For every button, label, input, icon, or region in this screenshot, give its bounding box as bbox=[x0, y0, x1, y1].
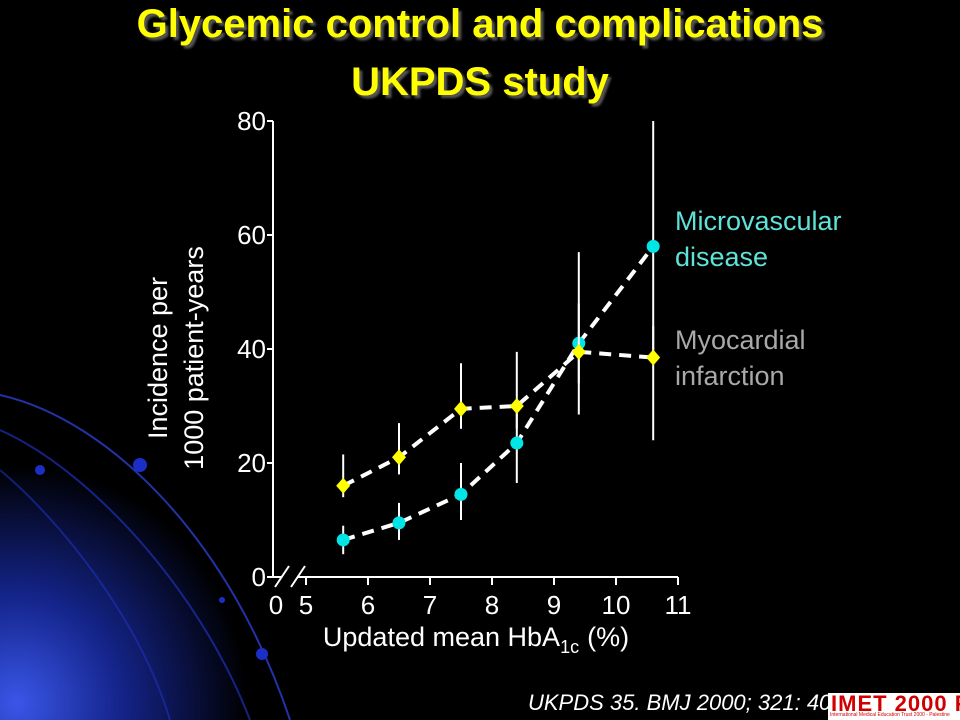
x-tick-label: 9 bbox=[547, 590, 561, 620]
series-myocardial-infarction bbox=[336, 303, 661, 498]
point-myocardial-infarction bbox=[454, 400, 468, 417]
legend-mi-line2: infarction bbox=[675, 361, 785, 391]
y-tick-label: 40 bbox=[237, 334, 266, 364]
point-myocardial-infarction bbox=[336, 477, 351, 494]
x-axis-label: Updated mean HbA1c (%) bbox=[323, 622, 629, 657]
x-tick-label: 8 bbox=[485, 590, 499, 620]
x-tick-label: 10 bbox=[602, 590, 631, 620]
x-tick-label: 6 bbox=[361, 590, 375, 620]
point-microvascular bbox=[646, 239, 660, 253]
y-tick-label: 60 bbox=[237, 220, 266, 250]
legend-myocardial-infarction: Myocardial infarction bbox=[675, 322, 875, 394]
x-tick-label: 11 bbox=[665, 590, 692, 620]
axis-break-mark-2 bbox=[290, 565, 306, 588]
legend-microvascular: Microvascular disease bbox=[675, 203, 895, 275]
point-microvascular bbox=[392, 516, 406, 530]
y-tick-label: 20 bbox=[237, 448, 266, 478]
x-tick-label: 0 bbox=[269, 590, 283, 620]
imet-logo: IMET 2000 Pal International Medical Educ… bbox=[828, 693, 960, 720]
series-microvascular bbox=[336, 121, 660, 555]
page-title-line1: Glycemic control and complications bbox=[136, 2, 824, 46]
x-axis-label-unit: (%) bbox=[587, 622, 629, 652]
point-microvascular bbox=[336, 533, 350, 547]
point-microvascular bbox=[510, 436, 524, 450]
x-axis-label-subscript: 1c bbox=[560, 637, 579, 657]
x-axis-label-main: Updated mean HbA bbox=[323, 622, 560, 652]
legend-mi-line1: Myocardial bbox=[675, 325, 806, 355]
logo-text: IMET 2000 Pal bbox=[831, 693, 960, 716]
citation: UKPDS 35. BMJ 2000; 321: 405-12 bbox=[528, 690, 876, 715]
line-microvascular bbox=[342, 245, 655, 542]
y-axis-label-line1: Incidence per bbox=[143, 277, 173, 439]
logo-subtext: International Medical Education Trust 20… bbox=[830, 712, 950, 718]
y-axis-label-line2: 1000 patient-years bbox=[179, 246, 209, 470]
point-myocardial-infarction bbox=[392, 449, 406, 466]
legend-microvascular-line2: disease bbox=[675, 242, 769, 272]
y-tick-label: 80 bbox=[237, 106, 266, 136]
axis-break-mark-1 bbox=[274, 565, 290, 588]
chart-axes bbox=[272, 121, 678, 588]
x-tick-label: 5 bbox=[299, 590, 313, 620]
legend-microvascular-line1: Microvascular bbox=[675, 206, 842, 236]
y-tick-label: 0 bbox=[252, 562, 266, 592]
point-microvascular bbox=[454, 487, 468, 501]
chart-series bbox=[336, 121, 661, 555]
point-myocardial-infarction bbox=[509, 398, 524, 414]
point-myocardial-infarction bbox=[571, 343, 586, 360]
line-myocardial-infarction bbox=[342, 349, 654, 488]
x-tick-label: 7 bbox=[423, 590, 437, 620]
page-title-line2: UKPDS study bbox=[351, 60, 609, 104]
point-myocardial-infarction bbox=[646, 349, 661, 366]
